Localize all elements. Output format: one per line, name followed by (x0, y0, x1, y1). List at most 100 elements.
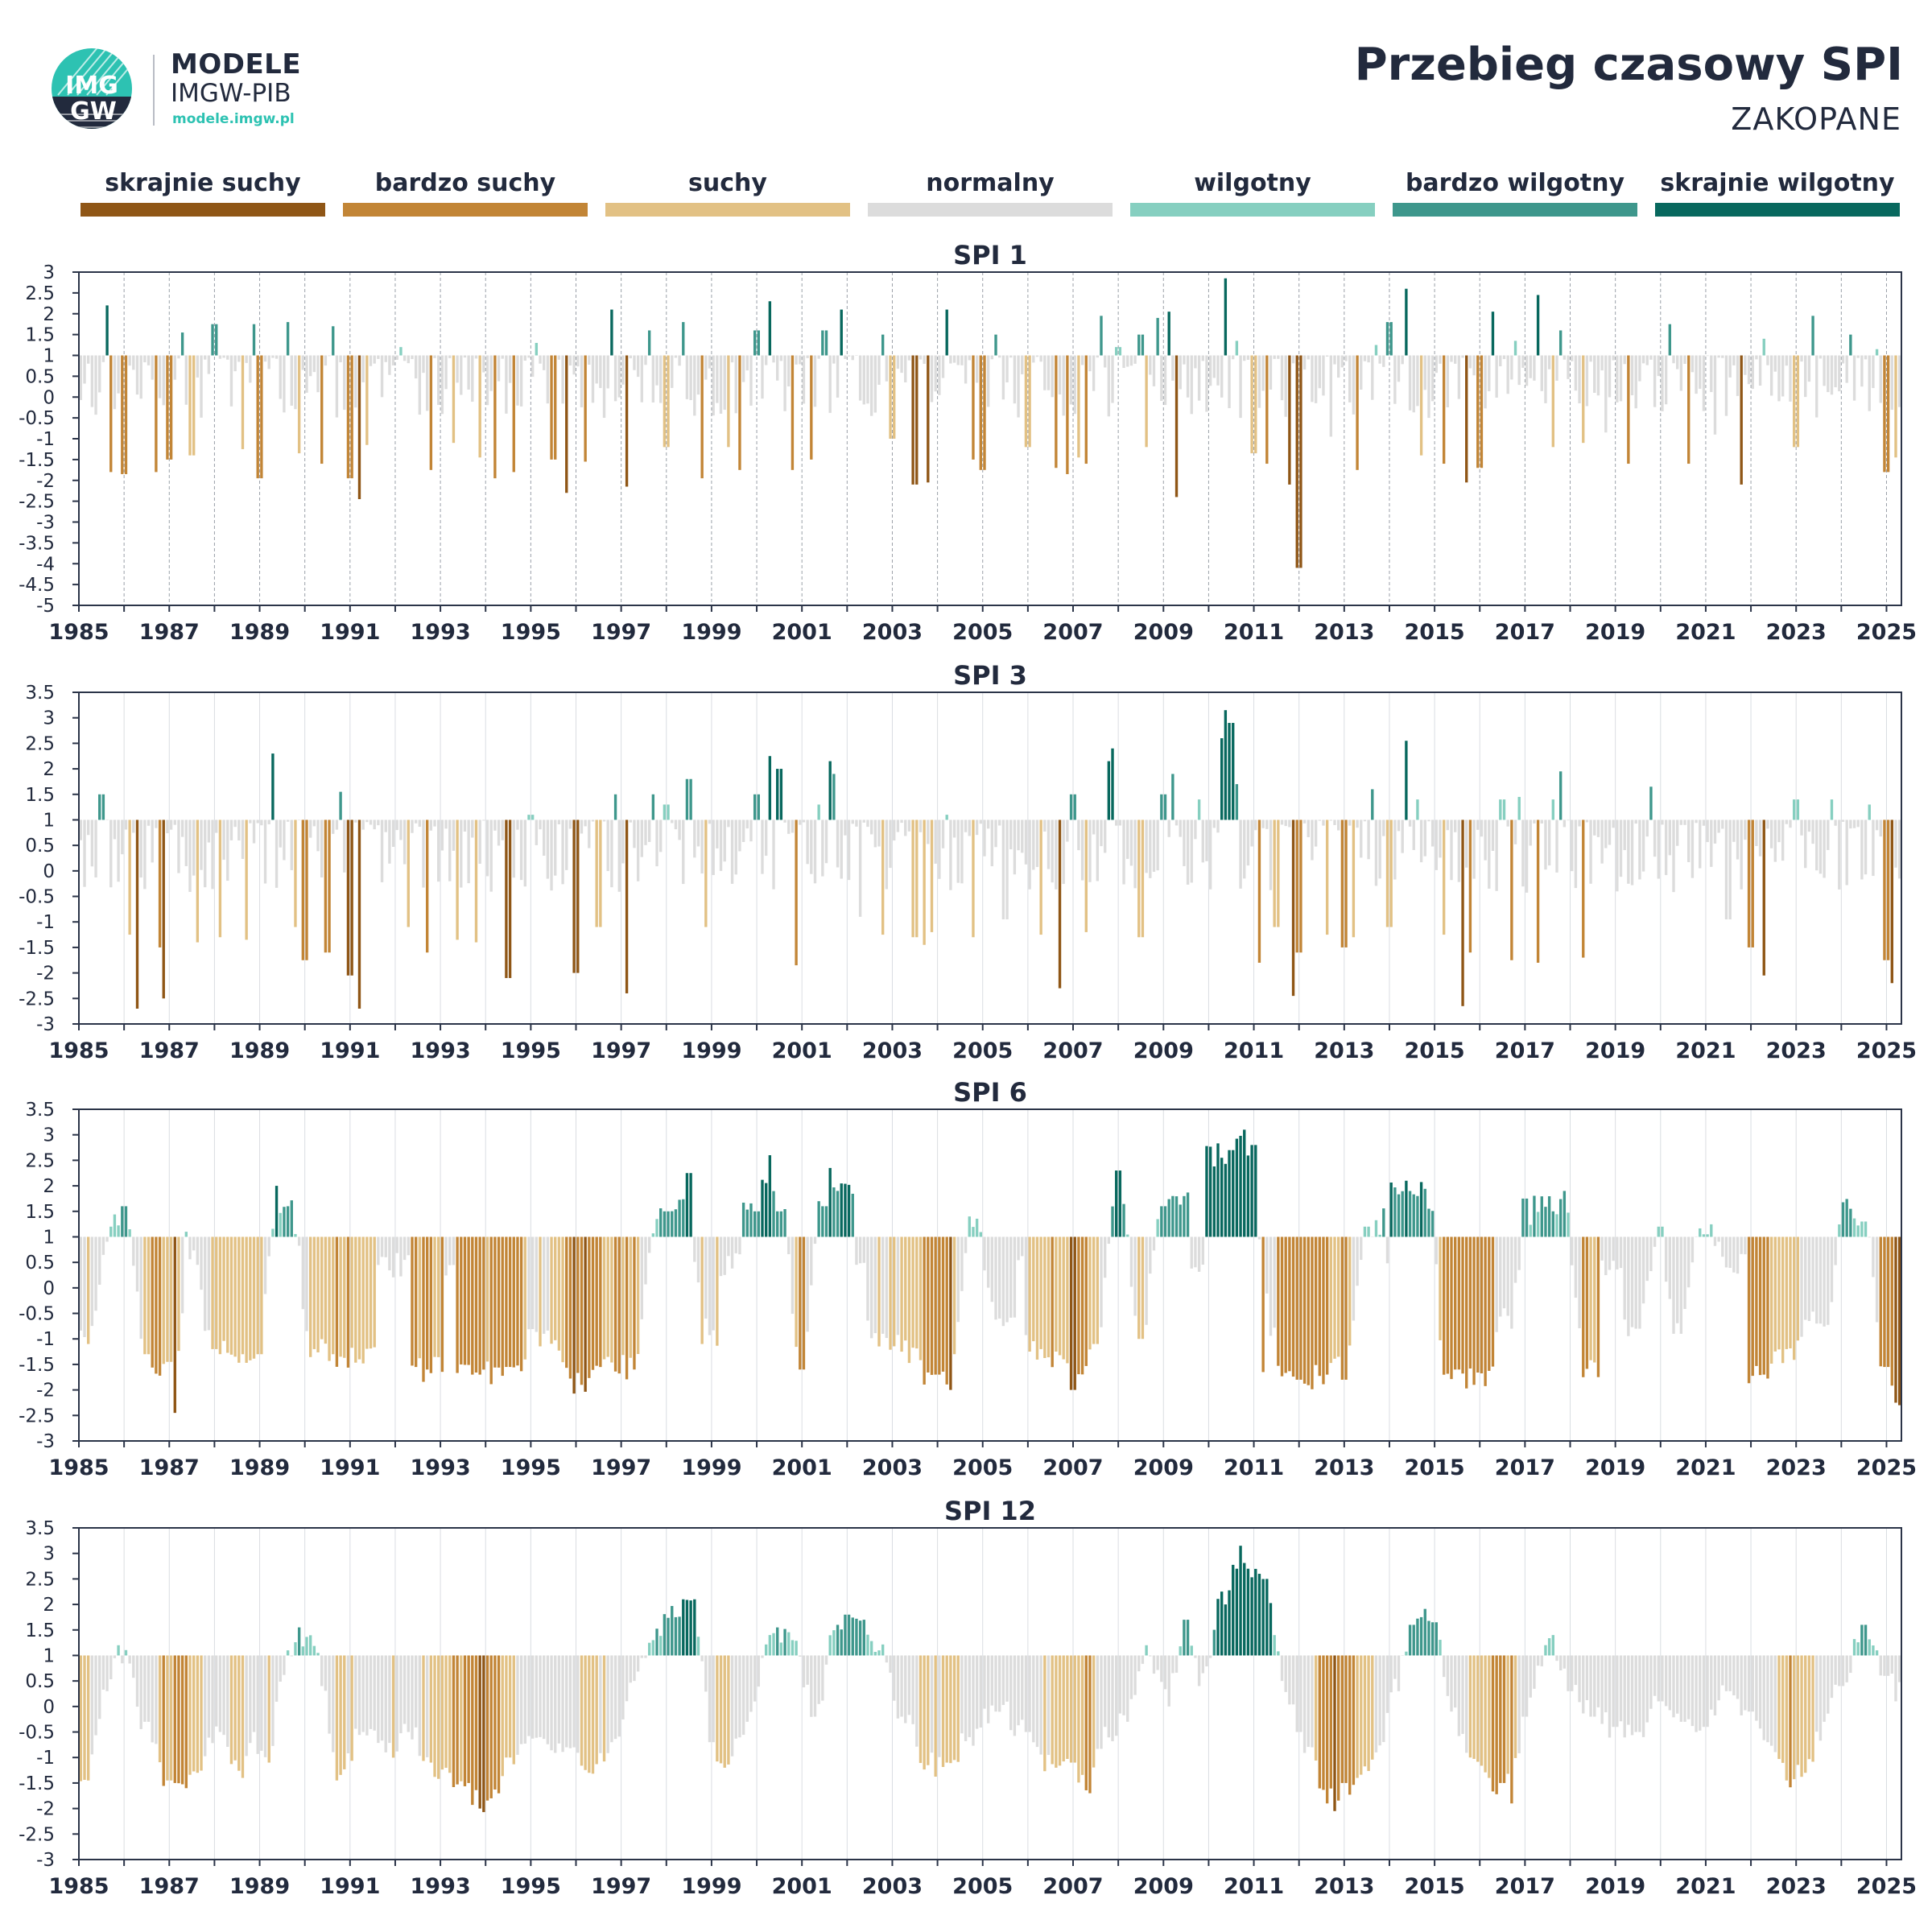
bar (1600, 819, 1604, 864)
bar (316, 355, 320, 393)
bar (1740, 819, 1743, 890)
bar (1571, 1655, 1574, 1691)
bar (207, 355, 211, 374)
bar (98, 355, 101, 393)
bar (1393, 1655, 1397, 1679)
bar (1439, 1236, 1442, 1340)
bar (1393, 819, 1397, 880)
bar (640, 1236, 643, 1319)
bar (1062, 1655, 1065, 1762)
bar (1314, 1236, 1318, 1365)
bar (294, 355, 297, 410)
site-link[interactable]: modele.imgw.pl (172, 111, 295, 127)
bar (625, 819, 629, 993)
bar (613, 794, 617, 820)
bar (576, 355, 580, 367)
bar (678, 355, 681, 366)
bar (1675, 1655, 1679, 1714)
bar (847, 1614, 851, 1656)
bar (1337, 1236, 1340, 1357)
bar (945, 309, 948, 356)
bar (414, 1655, 418, 1728)
bar (1710, 1655, 1713, 1710)
x-tick-label: 2001 (772, 620, 832, 645)
bar (98, 794, 101, 820)
bar (768, 301, 772, 356)
bar (440, 1655, 444, 1770)
bar (1890, 1655, 1893, 1674)
bar (391, 1655, 395, 1758)
bar (463, 1655, 467, 1786)
bar (1212, 1166, 1216, 1237)
bar (256, 819, 259, 824)
bar (1612, 355, 1615, 361)
bar (1171, 355, 1174, 381)
bar (1220, 355, 1224, 398)
bar (305, 1637, 308, 1656)
bar (1254, 1568, 1257, 1656)
bar (651, 1640, 655, 1656)
bar (979, 819, 982, 824)
bar (828, 355, 832, 413)
bar (858, 1236, 862, 1264)
y-tick-label: 1 (43, 1645, 55, 1666)
bar (1517, 1236, 1521, 1270)
bar (467, 1655, 470, 1783)
bar (1897, 819, 1901, 879)
y-tick-label: -1 (36, 1329, 55, 1350)
bar (1077, 819, 1080, 851)
bar (1416, 1195, 1419, 1237)
bar (994, 1236, 997, 1320)
bar (229, 1655, 233, 1765)
bar (1804, 1655, 1807, 1773)
bar (1661, 819, 1664, 825)
bar (177, 1236, 180, 1352)
bar (128, 355, 131, 366)
bar (407, 819, 410, 927)
bar (1769, 1655, 1773, 1746)
bar (83, 1655, 86, 1781)
bar (633, 355, 636, 370)
bar (1751, 355, 1754, 390)
bar (1017, 819, 1020, 851)
bar (1751, 819, 1754, 947)
bar (1864, 1221, 1868, 1237)
bar (1257, 819, 1261, 963)
bar (712, 1655, 715, 1743)
bar (1344, 1236, 1348, 1380)
x-tick-label: 2001 (772, 1038, 832, 1063)
bar (1401, 819, 1404, 853)
bar (1430, 1622, 1435, 1656)
bar (1273, 355, 1276, 359)
bar (938, 819, 941, 879)
bar (1533, 355, 1536, 381)
bar (1664, 819, 1668, 876)
bar (471, 819, 474, 838)
bar (998, 355, 1001, 358)
bar (286, 1650, 290, 1656)
bar (893, 819, 896, 841)
bar (1461, 355, 1464, 358)
bar (1382, 355, 1385, 367)
bar (1232, 723, 1235, 820)
bar (1687, 1236, 1690, 1288)
bar (1239, 1135, 1242, 1237)
bar (279, 1655, 282, 1682)
bar (1397, 355, 1401, 382)
bar (761, 355, 764, 399)
bar (411, 819, 414, 833)
y-tick-label: 0.5 (25, 1253, 55, 1274)
bar (968, 819, 971, 836)
bar (1578, 355, 1581, 404)
x-tick-label: 2009 (1133, 1038, 1194, 1063)
bar (1412, 355, 1415, 413)
bar (1035, 355, 1039, 357)
bar (568, 1655, 572, 1748)
bar (1344, 819, 1348, 947)
bar (1897, 355, 1901, 407)
svg-text:IMG: IMG (65, 72, 118, 100)
bar (613, 355, 617, 402)
bar (877, 1236, 881, 1347)
bar (1627, 355, 1630, 464)
bar (599, 355, 602, 389)
